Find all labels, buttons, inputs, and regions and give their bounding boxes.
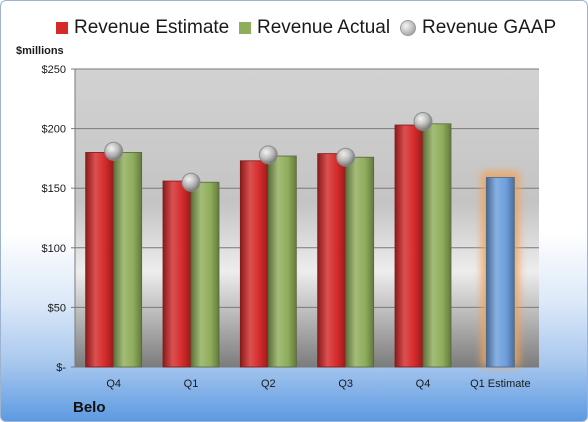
y-tick-label: $150 [42, 183, 66, 195]
bar-revenue-estimate [394, 124, 424, 368]
y-tick-label: $200 [42, 124, 66, 136]
bar-revenue-actual [422, 123, 452, 368]
y-tick-label: $- [56, 362, 66, 374]
company-name: Belo [73, 399, 106, 416]
y-tick-label: $250 [42, 64, 66, 76]
bar-revenue-estimate [317, 153, 347, 368]
x-tick-label: Q1 Estimate [470, 378, 531, 390]
legend-item-revenue-actual: Revenue Actual [239, 17, 390, 39]
bar-revenue-actual [345, 156, 375, 368]
legend: Revenue Estimate Revenue Actual Revenue … [1, 17, 587, 41]
y-axis-unit-label: $millions [16, 45, 64, 57]
legend-label-revenue-gaap: Revenue GAAP [422, 17, 557, 38]
x-tick-label: Q4 [106, 378, 121, 390]
x-tick-label: Q1 [184, 378, 199, 390]
marker-revenue-gaap [336, 147, 356, 167]
marker-revenue-gaap [181, 172, 201, 192]
legend-label-revenue-estimate: Revenue Estimate [74, 17, 230, 38]
legend-marker-revenue-gaap [400, 20, 416, 36]
x-tick-label: Q4 [416, 378, 431, 390]
bar-revenue-estimate [162, 180, 192, 368]
x-tick-label: Q3 [338, 378, 353, 390]
legend-swatch-revenue-actual [239, 22, 251, 34]
y-tick-label: $100 [42, 243, 66, 255]
bar-revenue-estimate [85, 152, 115, 368]
y-tick-label: $50 [48, 302, 66, 314]
legend-swatch-revenue-estimate [56, 22, 68, 34]
marker-revenue-gaap [104, 141, 124, 161]
legend-item-revenue-estimate: Revenue Estimate [56, 17, 229, 39]
marker-revenue-gaap [413, 111, 433, 131]
bar-revenue-actual [113, 152, 143, 368]
plot-area [75, 69, 539, 367]
legend-item-revenue-gaap: Revenue GAAP [400, 17, 556, 39]
bar-revenue-forecast [485, 177, 515, 368]
legend-label-revenue-actual: Revenue Actual [257, 17, 391, 38]
bar-revenue-actual [267, 155, 297, 368]
marker-revenue-gaap [258, 145, 278, 165]
bar-revenue-actual [190, 181, 220, 368]
x-tick-label: Q2 [261, 378, 276, 390]
bar-revenue-estimate [239, 160, 269, 368]
